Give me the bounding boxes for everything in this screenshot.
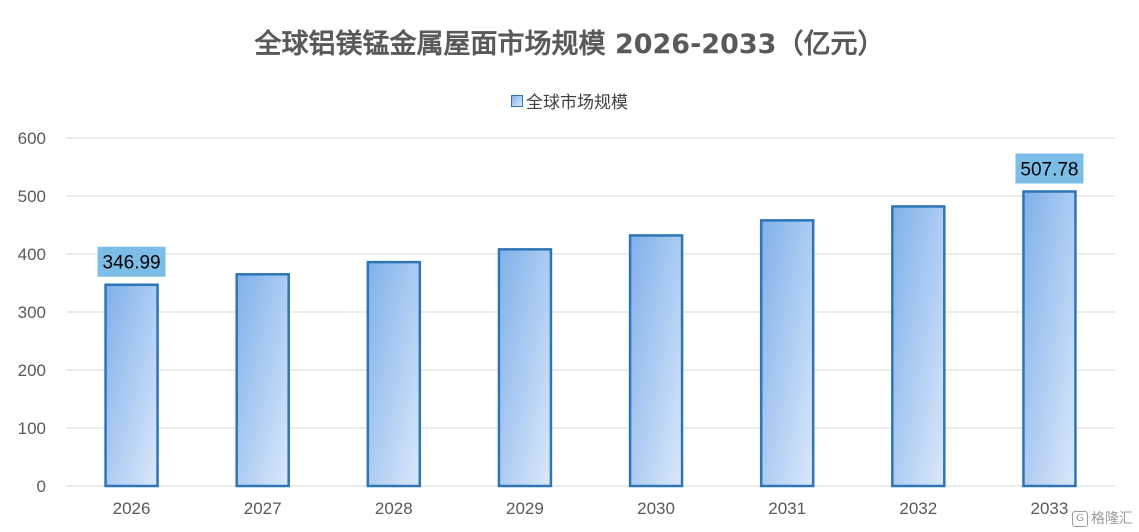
x-tick-label: 2029 [506, 499, 544, 518]
data-label-box [97, 246, 166, 277]
y-tick-label: 0 [37, 477, 46, 496]
y-tick-label: 500 [18, 187, 46, 206]
watermark-text: 格隆汇 [1091, 511, 1133, 527]
y-axis-ticks: 0 100 200 300 400 500 600 [18, 129, 46, 496]
x-tick-label: 2028 [375, 499, 413, 518]
data-label-box [1015, 153, 1084, 184]
bar-2031 [759, 219, 815, 488]
data-labels: 346.99 507.78 [97, 153, 1084, 277]
bar-2027 [235, 273, 290, 488]
y-tick-label: 200 [18, 361, 46, 380]
chart-title: 全球铝镁锰金属屋面市场规模 2026-2033（亿元） [254, 29, 885, 60]
legend-label: 全球市场规模 [526, 93, 628, 113]
y-tick-label: 600 [18, 129, 46, 148]
bars [104, 190, 1077, 488]
y-tick-label: 100 [18, 419, 46, 438]
y-tick-label: 300 [18, 303, 46, 322]
x-tick-label: 2033 [1031, 499, 1069, 518]
bar-2030 [628, 234, 684, 488]
bar-2026 [104, 283, 159, 488]
chart-legend: 全球市场规模 [0, 88, 1139, 113]
bar-2028 [366, 260, 422, 488]
data-label: 346.99 [103, 253, 161, 274]
bar-2032 [891, 205, 946, 488]
y-tick-label: 400 [18, 245, 46, 264]
legend-swatch [511, 95, 523, 107]
x-tick-label: 2032 [899, 499, 937, 518]
x-tick-label: 2027 [244, 499, 282, 518]
x-tick-label: 2031 [768, 499, 806, 518]
x-axis-ticks: 2026 2027 2028 2029 2030 2031 2032 2033 [113, 499, 1069, 518]
watermark: G 格隆汇 [1072, 508, 1133, 528]
x-tick-label: 2030 [637, 499, 675, 518]
gridlines [66, 137, 1115, 487]
gelonghui-logo-icon: G [1072, 511, 1088, 527]
x-tick-label: 2026 [113, 499, 151, 518]
data-label: 507.78 [1020, 159, 1078, 180]
bar-2033 [1022, 190, 1077, 488]
bar-2029 [497, 248, 553, 488]
